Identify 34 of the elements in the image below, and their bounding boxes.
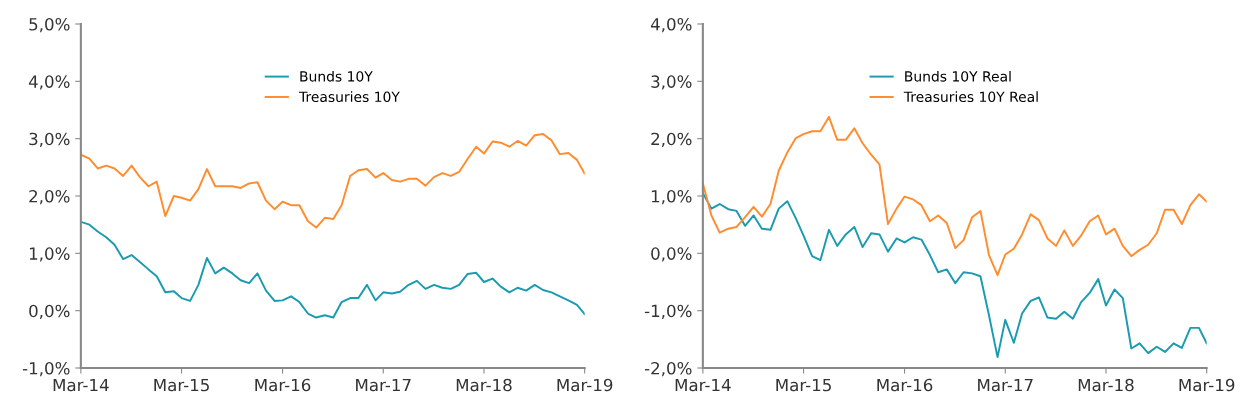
y-tick-label: 0,0% [29,304,70,319]
line-series [80,220,585,319]
legend-label: Bunds 10Y Real [905,70,1011,82]
y-tick-label: 1,0% [651,189,692,205]
y-tick-label: -2,0% [644,361,692,377]
x-tick-label: Mar-16 [877,378,933,392]
y-tick-label: 0,0% [651,247,692,262]
y-tick-label: 2,0% [29,189,70,205]
legend-label: Bunds 10Y [300,70,373,82]
line-series [702,115,1207,277]
x-tick-label: Mar-18 [1078,378,1134,392]
x-tick-label: Mar-14 [53,378,109,392]
y-tick-label: 4,0% [650,17,692,33]
x-tick-label: Mar-19 [557,378,613,392]
x-tick-label: Mar-19 [1179,378,1235,392]
x-tick-label: Mar-17 [978,378,1033,392]
y-tick-label: 5,0% [29,17,70,33]
line-series [80,133,585,229]
y-tick-label: 1,0% [29,247,70,262]
y-tick-label: 4,0% [28,75,70,90]
y-tick-label: 2,0% [651,132,692,147]
x-tick-label: Mar-15 [776,378,831,392]
y-tick-label: -1,0% [644,304,692,319]
line-series [702,192,1207,359]
x-tick-label: Mar-16 [255,378,311,392]
x-tick-label: Mar-17 [356,378,411,392]
x-tick-label: Mar-15 [154,378,209,392]
x-tick-label: Mar-18 [456,378,512,392]
legend-label: Treasuries 10Y [298,91,400,103]
legend-label: Treasuries 10Y Real [903,91,1038,103]
y-tick-label: 3,0% [651,75,692,90]
y-tick-label: -1,0% [22,361,70,377]
x-tick-label: Mar-14 [675,378,731,392]
y-tick-label: 3,0% [29,132,70,147]
